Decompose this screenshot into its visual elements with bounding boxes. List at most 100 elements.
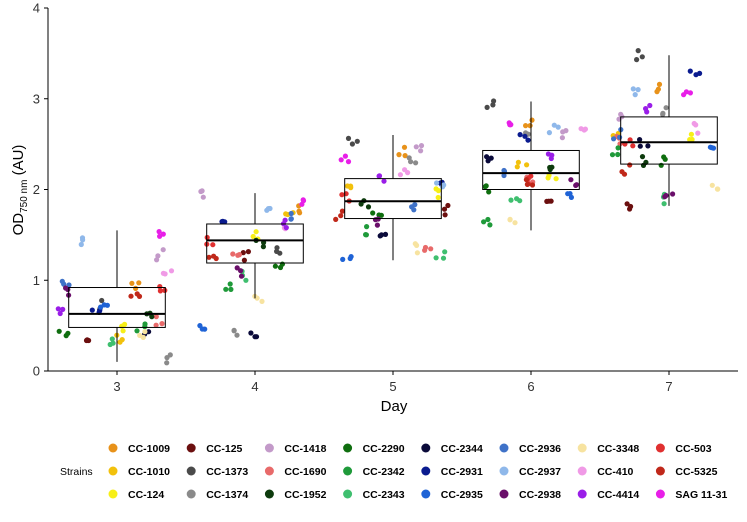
data-point [549,164,555,170]
data-point [515,159,522,165]
data-point [78,241,84,248]
data-point [656,81,663,87]
data-point [345,159,352,165]
legend-swatch [421,489,431,499]
legend-swatch [655,443,665,453]
data-point [243,277,249,283]
y-axis-title: OD750 nm (AU) [10,145,30,236]
data-point [345,135,352,141]
data-point [162,287,168,293]
legend: Strains CC-1009 CC-125 CC-1418 CC-2290 CC-23… [60,443,728,501]
data-point [223,286,229,292]
legend-label: CC-1009 [128,443,170,455]
data-point [582,126,589,132]
data-point [164,360,170,366]
data-point [238,268,244,274]
legend-label: CC-2931 [441,466,483,478]
points-layer [55,48,721,366]
data-point [288,210,294,217]
box-iqr [620,116,718,165]
box-iqr [68,287,166,328]
data-point [142,329,148,335]
data-point [634,57,640,63]
data-point [149,314,155,320]
legend-swatch [577,466,587,476]
data-point [445,202,451,209]
data-point [89,307,95,313]
legend-label: CC-2342 [363,466,405,478]
data-point [573,182,579,188]
data-point [512,220,518,226]
legend-label: CC-2935 [441,489,483,501]
data-point [288,216,294,222]
data-point [627,162,633,168]
y-tick-label: 2 [33,182,40,197]
data-point [354,138,360,144]
data-point [413,160,419,166]
data-point [227,281,233,287]
data-point [210,242,216,248]
data-point [442,212,448,218]
legend-label: CC-2343 [363,489,405,501]
legend-label: CC-1952 [284,489,326,501]
data-point [396,152,402,158]
y-ticks: 0 1 2 3 4 [33,1,48,379]
data-point [441,182,447,188]
data-point [414,250,420,256]
data-point [517,132,523,138]
data-point [259,298,265,304]
x-tick-label: 5 [389,379,396,394]
data-point [501,167,507,174]
data-point [615,145,621,151]
data-point [422,244,429,251]
plot-area [55,48,721,366]
data-point [687,68,693,74]
data-point [559,135,566,141]
data-point [662,156,668,162]
legend-title: Strains [60,466,93,478]
data-point [338,157,344,163]
legend-label: CC-1418 [284,443,326,455]
data-point [647,102,653,109]
legend-swatch [343,489,353,499]
legend-swatch [577,443,587,453]
data-point [333,216,339,222]
data-point [491,98,497,104]
legend-swatch [421,466,431,476]
data-point [376,173,383,179]
data-point [231,328,237,334]
data-point [628,203,634,210]
data-point [639,154,646,160]
data-point [56,328,62,334]
data-point [300,198,307,204]
data-point [235,252,241,258]
data-point [428,246,434,252]
legend-label: CC-2290 [363,443,405,455]
y-axis-title-subscript: 750 nm [19,180,30,213]
data-point [382,231,389,237]
data-point [155,253,161,259]
data-point [514,196,520,202]
data-point [83,337,90,344]
x-tick-label: 6 [527,379,534,394]
data-point [365,204,372,210]
legend-swatch [343,443,353,453]
data-point [248,330,254,336]
data-point [245,249,251,255]
y-tick-label: 4 [33,1,40,16]
data-point [484,104,490,110]
data-point [635,48,641,54]
data-point [344,183,351,189]
data-point [381,178,387,184]
data-point [160,270,166,276]
data-point [238,273,245,279]
data-point [129,280,135,286]
data-point [435,194,441,201]
data-point [695,130,701,136]
y-axis-title-unit: (AU) [10,145,27,180]
data-point [370,210,376,216]
data-point [632,92,638,98]
x-ticks: 3 4 5 6 7 [113,371,673,394]
legend-label: CC-3348 [597,443,639,455]
data-point [260,244,266,250]
